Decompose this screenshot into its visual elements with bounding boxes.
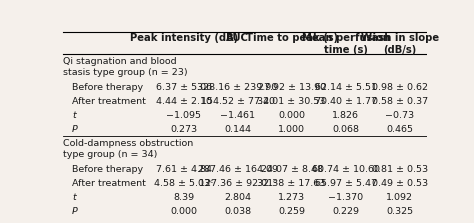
Text: 0.49 ± 0.53: 0.49 ± 0.53: [372, 179, 428, 188]
Text: −1.095: −1.095: [166, 111, 201, 120]
Text: 4.58 ± 5.03ᶜ: 4.58 ± 5.03ᶜ: [154, 179, 213, 188]
Text: Wash in slope
(dB/s): Wash in slope (dB/s): [361, 33, 438, 55]
Text: Cold-dampness obstruction
type group (n = 34): Cold-dampness obstruction type group (n …: [63, 140, 193, 159]
Text: 0.038: 0.038: [224, 207, 251, 216]
Text: 0.229: 0.229: [332, 207, 359, 216]
Text: 0.81 ± 0.53: 0.81 ± 0.53: [372, 165, 428, 174]
Text: 8.39: 8.39: [173, 193, 194, 202]
Text: 328.16 ± 239.90: 328.16 ± 239.90: [198, 83, 278, 91]
Text: P: P: [72, 207, 78, 216]
Text: 62.14 ± 5.51: 62.14 ± 5.51: [315, 83, 377, 91]
Text: 0.000: 0.000: [170, 207, 197, 216]
Text: 154.52 ± 77.40: 154.52 ± 77.40: [201, 97, 274, 106]
Text: 0.144: 0.144: [224, 125, 251, 134]
Text: 127.36 ± 92.01ᶜ: 127.36 ± 92.01ᶜ: [199, 179, 276, 188]
Text: 287.46 ± 164.09: 287.46 ± 164.09: [198, 165, 278, 174]
Text: After treatment: After treatment: [72, 97, 146, 106]
Text: 0.98 ± 0.62: 0.98 ± 0.62: [372, 83, 428, 91]
Text: P: P: [72, 125, 78, 134]
Text: 6.37 ± 5.06: 6.37 ± 5.06: [155, 83, 212, 91]
Text: 0.000: 0.000: [278, 111, 305, 120]
Text: 0.259: 0.259: [278, 207, 305, 216]
Text: 24.07 ± 8.48: 24.07 ± 8.48: [261, 165, 323, 174]
Text: t: t: [72, 111, 76, 120]
Text: After treatment: After treatment: [72, 179, 146, 188]
Text: 27.92 ± 13.90: 27.92 ± 13.90: [257, 83, 326, 91]
Text: 65.97 ± 5.47: 65.97 ± 5.47: [315, 179, 377, 188]
Text: 1.273: 1.273: [278, 193, 305, 202]
Text: 1.826: 1.826: [332, 111, 359, 120]
Text: −1.461: −1.461: [220, 111, 255, 120]
Text: t: t: [72, 193, 76, 202]
Text: 60.74 ± 10.60: 60.74 ± 10.60: [311, 165, 380, 174]
Text: Before therapy: Before therapy: [72, 83, 143, 91]
Text: 0.068: 0.068: [332, 125, 359, 134]
Text: 0.465: 0.465: [386, 125, 413, 134]
Text: 70.40 ± 1.77: 70.40 ± 1.77: [315, 97, 377, 106]
Text: 7.61 ± 4.84: 7.61 ± 4.84: [155, 165, 211, 174]
Text: 32.01 ± 30.53: 32.01 ± 30.53: [257, 97, 326, 106]
Text: Time to peak (s): Time to peak (s): [246, 33, 337, 43]
Text: Peak intensity (dB): Peak intensity (dB): [129, 33, 237, 43]
Text: −1.370: −1.370: [328, 193, 363, 202]
Text: 32.38 ± 17.63: 32.38 ± 17.63: [257, 179, 326, 188]
Text: 2.804: 2.804: [224, 193, 251, 202]
Text: 0.325: 0.325: [386, 207, 413, 216]
Text: AUC: AUC: [226, 33, 249, 43]
Text: Before therapy: Before therapy: [72, 165, 143, 174]
Text: −0.73: −0.73: [385, 111, 414, 120]
Text: 1.092: 1.092: [386, 193, 413, 202]
Text: 0.58 ± 0.37: 0.58 ± 0.37: [372, 97, 428, 106]
Text: 4.44 ± 2.10: 4.44 ± 2.10: [155, 97, 211, 106]
Text: Mean perfusion
time (s): Mean perfusion time (s): [301, 33, 390, 55]
Text: 1.000: 1.000: [278, 125, 305, 134]
Text: Qi stagnation and blood
stasis type group (n = 23): Qi stagnation and blood stasis type grou…: [63, 57, 188, 77]
Text: 0.273: 0.273: [170, 125, 197, 134]
